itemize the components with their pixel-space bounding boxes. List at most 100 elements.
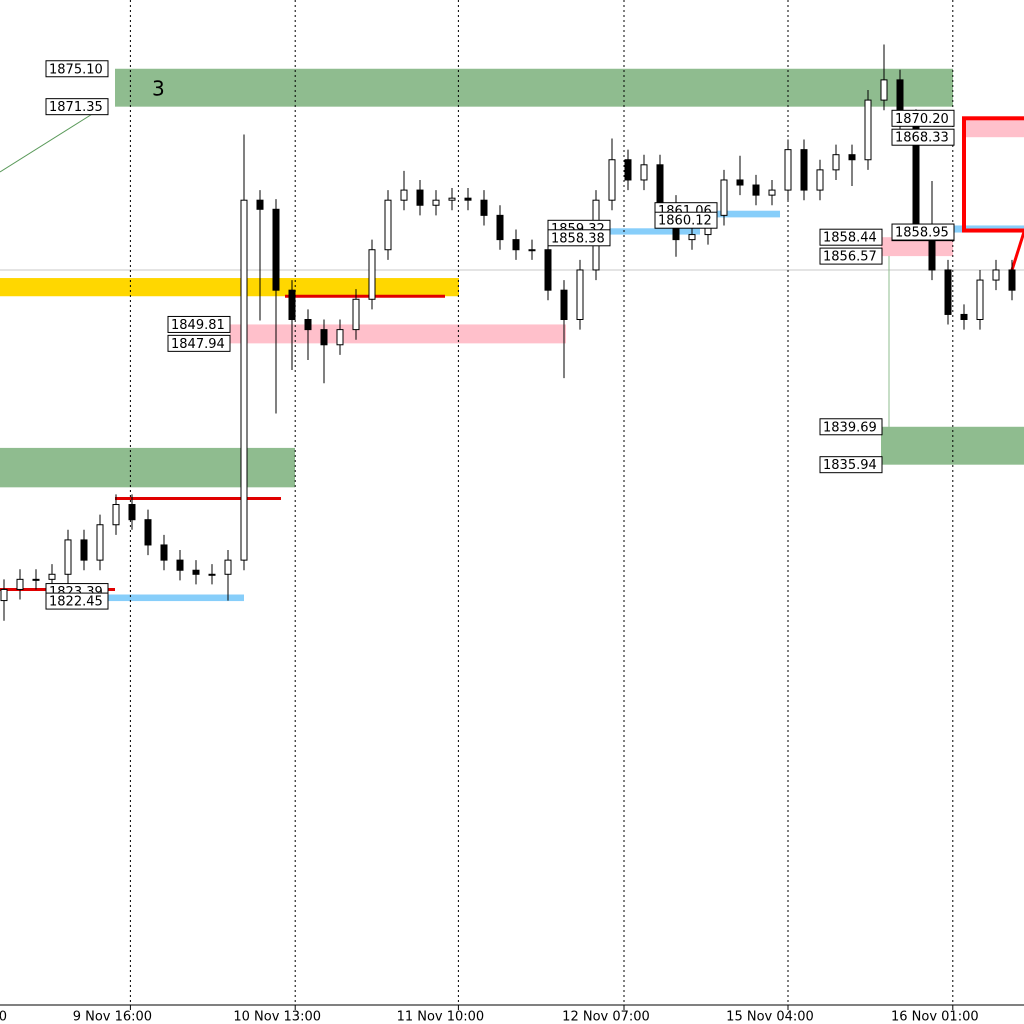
candle-body (480, 199, 488, 216)
price-label-box (819, 228, 883, 246)
price-label-box (45, 98, 109, 116)
price-label: 1856.57 (823, 250, 877, 265)
candle-body (496, 214, 504, 241)
x-tick-label: 10 Nov 13:00 (233, 1010, 321, 1024)
candle-body (608, 159, 616, 201)
price-label: 1875.10 (49, 62, 103, 77)
candle-body (240, 199, 248, 561)
price-label: 1835.94 (823, 458, 877, 473)
candle-body (656, 164, 664, 206)
candle-body (624, 159, 632, 181)
x-tick-label: 0 (0, 1010, 7, 1024)
x-tick-label: 16 Nov 01:00 (891, 1010, 979, 1024)
candle-body (272, 208, 280, 291)
candle-body (16, 578, 24, 590)
candle-body (320, 329, 328, 346)
candle-body (192, 569, 200, 575)
candle-body (576, 269, 584, 320)
candle-body (160, 544, 168, 561)
candles-layer: 9 Nov 16:00 10 Nov 13:00 11 Nov 10:00 12 No… (0, 44, 1016, 1024)
price-label-box (819, 247, 883, 265)
x-tick-label: 11 Nov 10:00 (397, 1010, 485, 1024)
candle-body (768, 189, 776, 196)
candle-body (720, 179, 728, 216)
price-label-box (45, 60, 109, 78)
box (962, 116, 1024, 233)
zone (230, 324, 566, 344)
candle-body (224, 559, 232, 575)
price-label-box (45, 592, 109, 610)
zone (0, 278, 459, 297)
x-tick-label: 15 Nov 04:00 (726, 1010, 814, 1024)
candle-body (560, 289, 568, 320)
price-label: 1839.69 (823, 420, 877, 435)
zone (700, 210, 780, 218)
candle-body (512, 239, 520, 251)
candle-body (336, 329, 344, 346)
x-tick-label: 9 Nov 16:00 (73, 1010, 152, 1024)
trend-line (0, 105, 106, 173)
zone (115, 68, 953, 107)
price-label-box (167, 315, 231, 333)
price-label-box (891, 109, 955, 127)
price-label: 1858.38 (551, 231, 605, 246)
zone (962, 118, 1024, 138)
zone-marker: 3 (152, 77, 165, 101)
price-label: 1858.44 (823, 231, 877, 246)
candle-body (80, 539, 88, 561)
candle-body (208, 573, 216, 576)
candle-body (448, 197, 456, 201)
candle-body (528, 249, 536, 252)
candle-body (864, 99, 872, 161)
price-label: 1847.94 (171, 337, 225, 352)
price-label: 1871.35 (49, 100, 103, 115)
candle-body (976, 279, 984, 320)
price-label: 1858.95 (895, 226, 949, 241)
candle-body (304, 318, 312, 331)
candle-body (992, 269, 1000, 281)
price-label-box (547, 229, 611, 247)
price-label: 1822.45 (49, 595, 103, 610)
candle-body (848, 154, 856, 161)
price-label: 1860.12 (658, 214, 712, 229)
candle-body (48, 573, 56, 580)
arrow-line (1010, 231, 1024, 271)
candle-body (960, 313, 968, 320)
candle-body (416, 189, 424, 206)
candle-body (832, 154, 840, 171)
price-label: 1870.20 (895, 112, 949, 127)
candle-body (144, 519, 152, 546)
candle-body (736, 179, 744, 186)
candle-body (464, 197, 472, 201)
candle-body (688, 234, 696, 241)
zone (0, 447, 295, 488)
price-label-box (891, 223, 955, 241)
candle-body (64, 539, 72, 575)
candle-body (0, 588, 8, 602)
candle-body (944, 269, 952, 315)
candle-body (800, 149, 808, 191)
zone (107, 594, 244, 602)
price-label-box (819, 456, 883, 474)
candle-body (32, 578, 40, 581)
candle-body (128, 504, 136, 521)
candle-body (752, 184, 760, 196)
price-label-box (654, 211, 718, 229)
candle-body (432, 199, 440, 206)
candle-body (384, 199, 392, 251)
candle-body (176, 559, 184, 571)
candle-body (816, 169, 824, 191)
candle-body (368, 249, 376, 300)
candle-body (784, 149, 792, 191)
price-label-box (819, 418, 883, 436)
candle-body (640, 164, 648, 181)
candle-body (880, 79, 888, 101)
zone (610, 228, 700, 235)
candle-body (256, 199, 264, 210)
candle-body (1008, 269, 1016, 291)
price-label-box (167, 334, 231, 352)
candle-body (352, 298, 360, 331)
price-label: 1849.81 (171, 318, 225, 333)
